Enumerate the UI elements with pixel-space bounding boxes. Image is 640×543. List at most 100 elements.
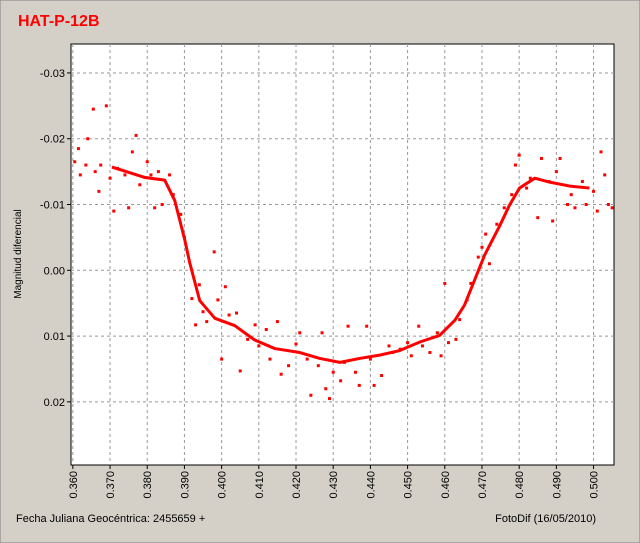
data-point: [409, 354, 413, 358]
data-point: [435, 331, 439, 335]
y-tick-label: -0.01: [40, 200, 65, 212]
y-tick-label: -0.02: [40, 134, 65, 146]
plot-area: [70, 43, 615, 466]
data-point: [112, 209, 116, 213]
data-point: [406, 341, 410, 345]
x-tick-label: 0.400: [217, 471, 229, 499]
x-tick-label: 0.500: [589, 471, 601, 499]
data-point: [476, 255, 480, 259]
data-point: [372, 383, 376, 387]
data-point: [305, 357, 309, 361]
data-point: [253, 323, 257, 327]
data-point: [368, 357, 372, 361]
data-point: [566, 203, 570, 207]
data-point: [573, 206, 577, 210]
data-point: [78, 173, 82, 177]
data-point: [104, 104, 108, 108]
data-point: [495, 222, 499, 226]
data-point: [97, 189, 101, 193]
x-tick-label: 0.360: [68, 471, 80, 499]
data-point: [99, 163, 103, 167]
data-point: [145, 160, 149, 164]
data-point: [298, 331, 302, 335]
data-point: [484, 232, 488, 236]
data-point: [190, 297, 194, 301]
data-point: [294, 342, 298, 346]
data-point: [316, 364, 320, 368]
data-point: [439, 354, 443, 358]
data-point: [257, 344, 261, 348]
x-tick-label: 0.370: [105, 471, 117, 499]
data-point: [220, 357, 224, 361]
data-point: [91, 107, 95, 111]
data-point: [502, 206, 506, 210]
y-tick-label: -0.03: [40, 68, 65, 80]
data-point: [179, 212, 183, 216]
data-point: [201, 310, 205, 314]
data-point: [454, 337, 458, 341]
data-point: [127, 206, 131, 210]
data-point: [551, 219, 555, 223]
data-point: [469, 281, 473, 285]
data-point: [153, 206, 157, 210]
y-tick-label: 0.02: [44, 397, 65, 409]
data-point: [246, 337, 250, 341]
data-point: [610, 206, 614, 210]
data-point: [592, 189, 596, 193]
footer: FotoDif (16/05/2010): [495, 513, 596, 525]
data-point: [264, 327, 268, 331]
data-point: [138, 183, 142, 187]
data-point: [235, 311, 239, 315]
data-point: [76, 147, 80, 151]
data-point: [420, 344, 424, 348]
data-point: [584, 203, 588, 207]
data-point: [606, 203, 610, 207]
data-point: [446, 341, 450, 345]
x-tick-label: 0.480: [514, 471, 526, 499]
data-point: [205, 320, 209, 324]
y-tick-label: 0.00: [44, 265, 65, 277]
data-point: [227, 313, 231, 317]
data-point: [268, 357, 272, 361]
x-tick-label: 0.460: [440, 471, 452, 499]
data-point: [354, 370, 358, 374]
data-point: [443, 281, 447, 285]
data-point: [603, 173, 607, 177]
data-point: [279, 372, 283, 376]
x-tick-label: 0.490: [551, 471, 563, 499]
y-axis-label: Magnitud diferencial: [13, 209, 24, 299]
x-tick-label: 0.440: [365, 471, 377, 499]
data-point: [86, 137, 90, 141]
chart-title: HAT-P-12B: [18, 13, 100, 30]
data-point: [580, 179, 584, 183]
data-point: [480, 245, 484, 249]
data-point: [554, 170, 558, 174]
data-point: [149, 173, 153, 177]
data-point: [599, 150, 603, 154]
data-point: [324, 387, 328, 391]
data-point: [287, 364, 291, 368]
x-axis-label: Fecha Juliana Geocéntrica: 2455659 +: [16, 513, 205, 525]
data-point: [194, 323, 198, 327]
data-point: [223, 285, 227, 289]
data-point: [536, 216, 540, 220]
data-point: [130, 150, 134, 154]
x-tick-label: 0.470: [477, 471, 489, 499]
data-point: [320, 331, 324, 335]
data-point: [517, 153, 521, 157]
data-point: [487, 262, 491, 266]
data-point: [212, 250, 216, 254]
data-point: [510, 193, 514, 197]
data-point: [108, 176, 112, 180]
x-tick-label: 0.410: [254, 471, 266, 499]
data-point: [327, 397, 331, 401]
x-tick-label: 0.390: [179, 471, 191, 499]
data-point: [168, 173, 172, 177]
data-point: [387, 344, 391, 348]
smoothed-line: [111, 165, 590, 364]
data-point: [93, 170, 97, 174]
data-point: [73, 160, 77, 164]
data-point: [525, 186, 529, 190]
data-point: [513, 163, 517, 167]
